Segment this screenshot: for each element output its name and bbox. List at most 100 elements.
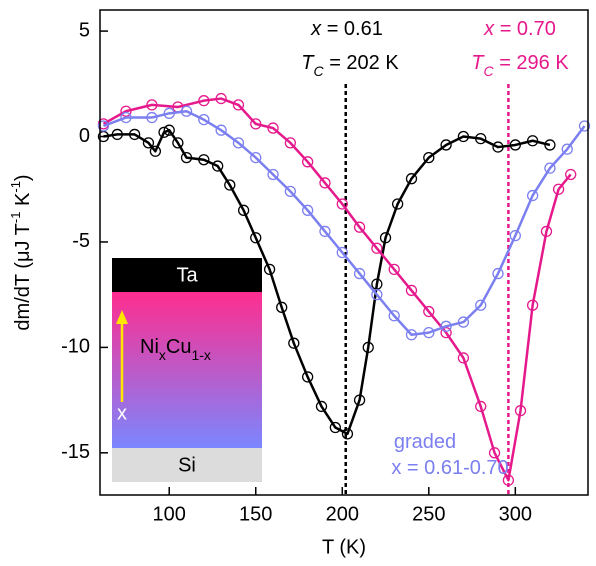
data-point — [388, 263, 400, 276]
data-point — [198, 95, 210, 107]
inset-si — [112, 448, 262, 482]
data-point — [180, 105, 193, 117]
data-point — [440, 320, 452, 332]
data-point — [120, 105, 132, 117]
data-point — [405, 284, 418, 297]
data-point — [149, 145, 162, 157]
data-point — [97, 120, 110, 132]
data-point — [319, 177, 331, 189]
annotation-part: = 296 K — [494, 52, 570, 74]
data-point — [552, 183, 565, 195]
data-point — [276, 301, 288, 313]
plot-frame — [99, 9, 589, 496]
annotation-part: x — [310, 18, 322, 40]
data-point — [405, 329, 418, 341]
data-point — [526, 299, 539, 311]
data-point — [232, 137, 245, 149]
annotation-part: x = 0.61-0.70 — [391, 457, 508, 479]
data-point — [198, 114, 210, 126]
data-point — [457, 130, 470, 143]
data-point — [371, 289, 383, 301]
data-point — [250, 118, 262, 130]
data-point — [215, 124, 227, 136]
annotation-part: = 202 K — [324, 52, 400, 74]
data-point — [509, 139, 521, 151]
data-point — [423, 326, 435, 339]
data-point — [475, 132, 487, 145]
data-point — [142, 137, 155, 149]
data-point — [362, 341, 374, 354]
data-point — [284, 137, 297, 149]
data-point — [353, 221, 366, 233]
y-label-part: ) — [12, 174, 34, 181]
data-point — [158, 126, 170, 138]
material-part: Ni — [140, 336, 159, 358]
data-point — [319, 225, 331, 238]
data-point — [163, 107, 175, 119]
data-point — [302, 204, 314, 216]
data-point — [215, 92, 227, 105]
data-point — [440, 139, 452, 151]
data-point — [336, 198, 348, 210]
inset-ta-label: Ta — [176, 264, 198, 286]
data-point — [250, 151, 262, 164]
data-point — [526, 189, 539, 202]
data-point — [475, 400, 487, 413]
annotation: TC = 202 K — [301, 52, 399, 78]
data-point — [371, 242, 383, 254]
inset-arrow-label: x — [117, 402, 127, 424]
y-tick-label: 5 — [79, 19, 90, 41]
x-tick-label: 300 — [499, 503, 532, 525]
annotation: x = 0.61 — [310, 18, 383, 40]
material-part: x — [159, 347, 166, 363]
annotation: x = 0.70 — [483, 18, 556, 40]
y-tick-label: -5 — [72, 230, 90, 252]
data-point — [514, 405, 527, 417]
data-point — [578, 120, 591, 132]
data-point — [302, 371, 314, 383]
data-point — [457, 316, 470, 328]
data-point — [329, 421, 341, 434]
data-point — [198, 154, 210, 166]
x-tick-label: 100 — [153, 503, 186, 525]
data-point — [353, 394, 366, 406]
data-point — [224, 179, 236, 191]
data-point — [302, 156, 314, 168]
y-label-part: K — [12, 192, 34, 212]
y-label-part: -1 — [8, 212, 23, 224]
data-point — [457, 352, 470, 364]
data-point — [172, 137, 184, 149]
data-point — [163, 124, 175, 136]
data-point — [341, 428, 354, 440]
data-point — [544, 139, 556, 151]
data-point — [544, 162, 556, 174]
data-point — [120, 111, 132, 124]
annotation-part: T — [301, 52, 315, 74]
data-point — [492, 141, 504, 153]
data-point — [288, 337, 300, 349]
y-axis-label: dm/dT (μJ T-1 K-1) — [8, 174, 34, 330]
data-point — [423, 305, 435, 318]
annotation-part: = 0.70 — [494, 18, 556, 40]
annotation-part: = 0.61 — [321, 18, 383, 40]
data-point — [526, 135, 539, 147]
material-part: 1-x — [191, 347, 210, 363]
inset-nicu — [112, 292, 262, 448]
annotation: graded — [394, 431, 456, 453]
data-point — [146, 111, 158, 124]
data-point — [561, 143, 573, 155]
data-point — [263, 263, 276, 276]
data-point — [488, 447, 501, 459]
annotation-part: C — [314, 63, 325, 79]
x-axis-label: T (K) — [322, 536, 366, 558]
data-point — [146, 99, 158, 111]
data-point — [111, 128, 123, 141]
material-part: Cu — [166, 336, 192, 358]
data-point — [212, 160, 224, 172]
series-line — [102, 97, 572, 482]
annotation: TC = 296 K — [471, 52, 569, 78]
inset-ta — [112, 258, 262, 292]
x-tick-label: 150 — [239, 503, 272, 525]
data-point — [391, 198, 404, 210]
